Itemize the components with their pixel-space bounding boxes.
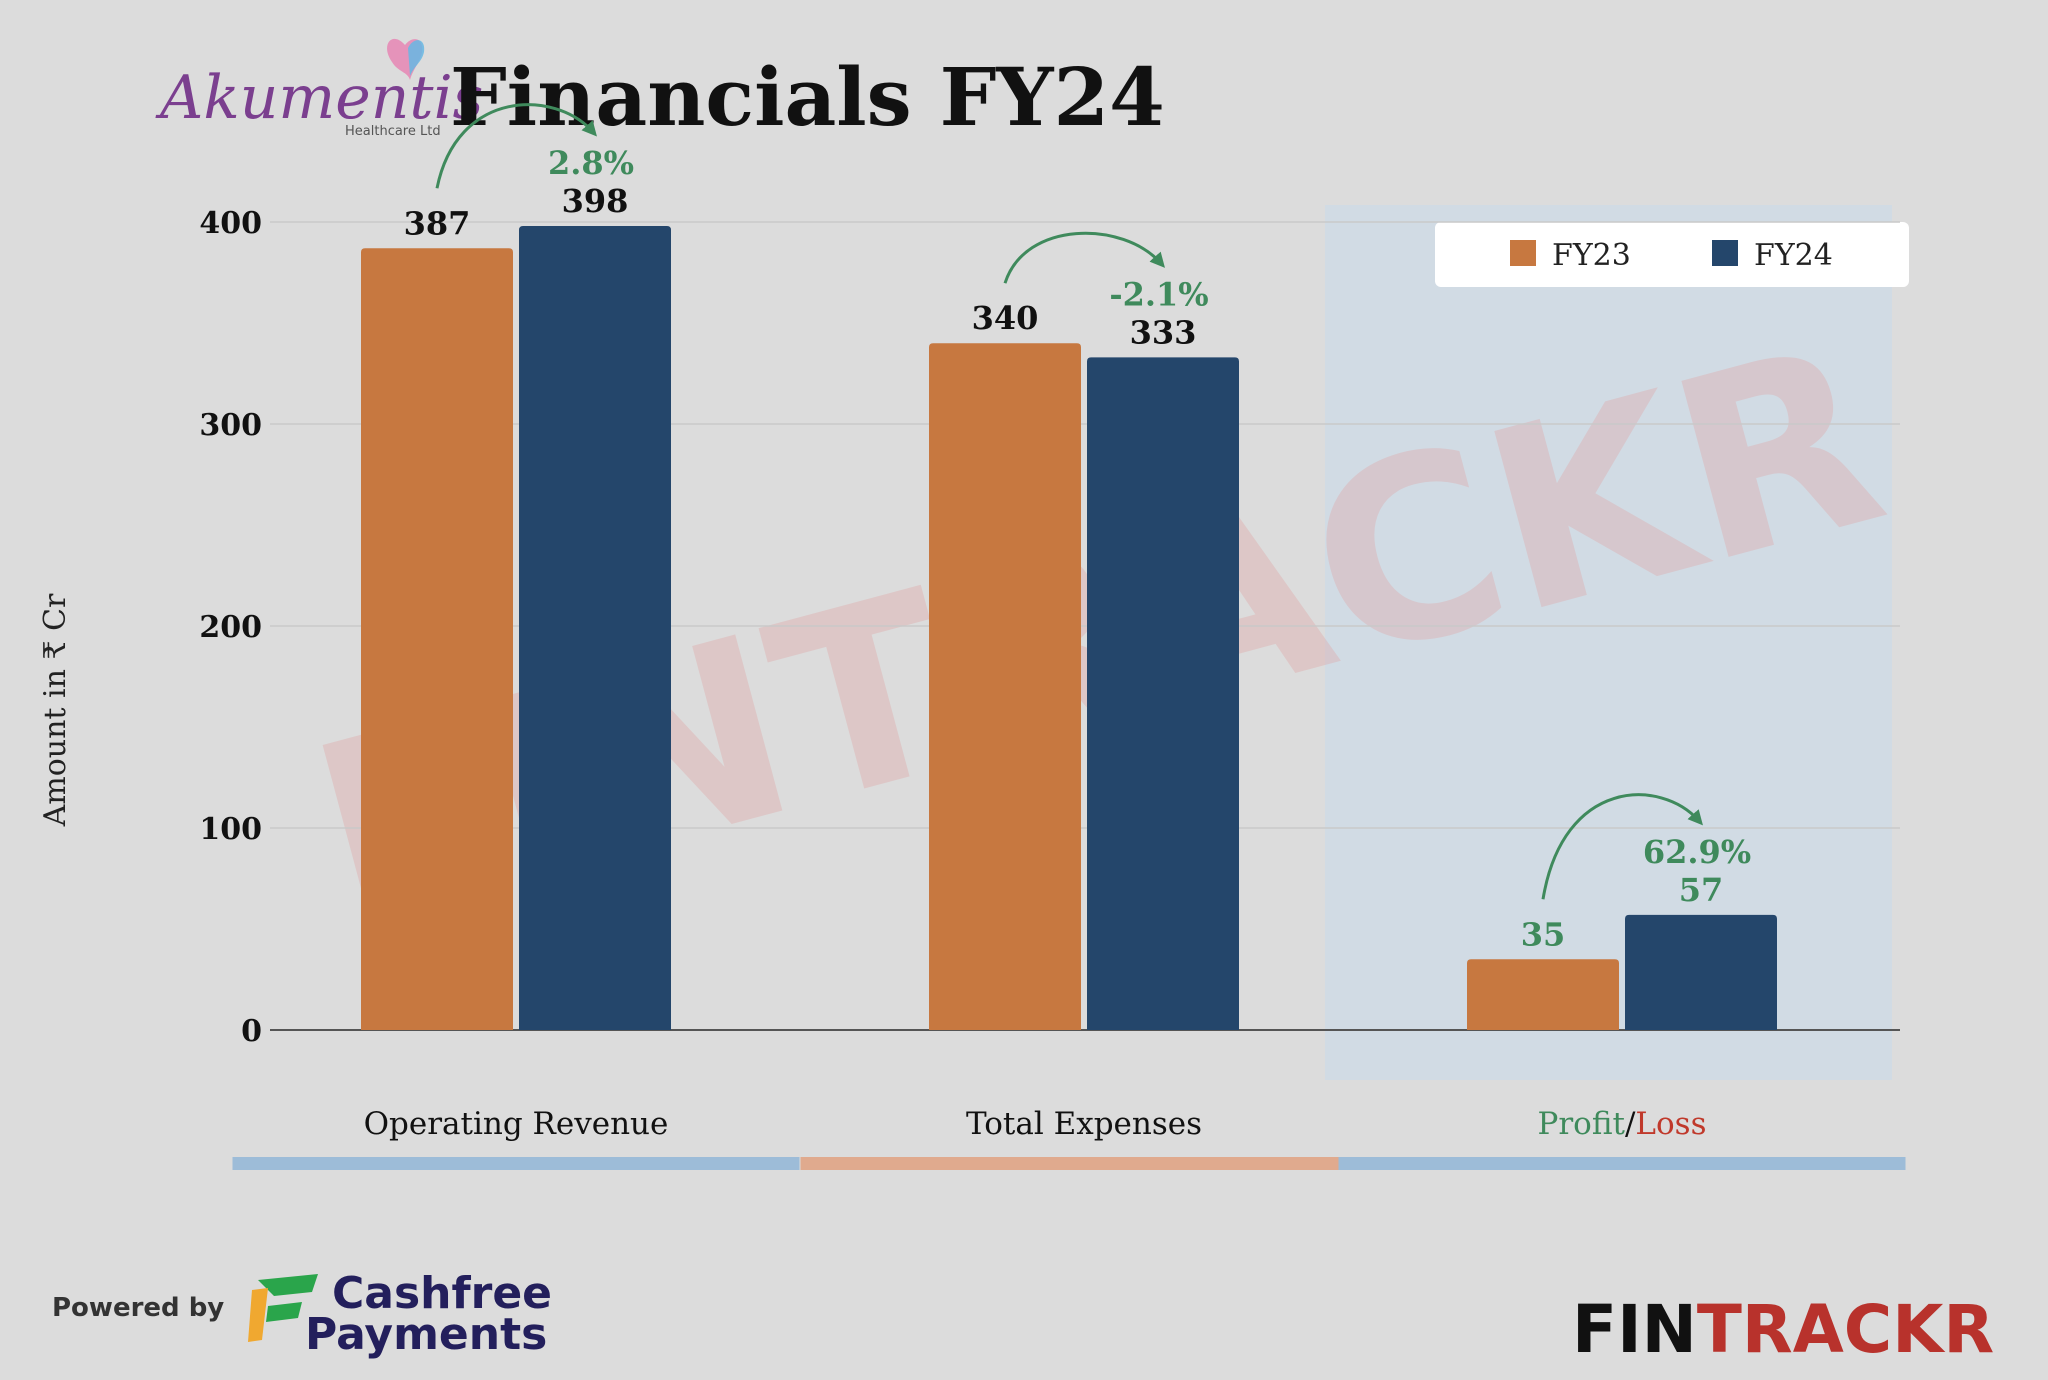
partner-name-line2: Payments [305, 1309, 547, 1360]
legend-label-fy23: FY23 [1552, 238, 1631, 273]
value-label-fy24-0: 398 [562, 182, 629, 220]
change-label-2: 62.9% [1643, 833, 1751, 871]
change-label-1: -2.1% [1109, 275, 1208, 313]
bar-fy24-0 [519, 226, 671, 1031]
profit-loss-highlight-panel [1325, 205, 1892, 1080]
category-labels: Operating Revenue Total Expenses Profit/Lo… [232, 1106, 1906, 1170]
bar-fy23-0 [361, 248, 513, 1030]
category-label-part-1-0: Total Expenses [966, 1106, 1202, 1142]
legend-swatch-fy24 [1712, 240, 1738, 266]
butterfly-wing-icon [408, 40, 425, 76]
value-label-fy23-0: 387 [404, 204, 471, 242]
category-underline-0 [232, 1157, 800, 1170]
brand-logo: FINTRACKR [1572, 1291, 1994, 1368]
category-label-part-2-2: Loss [1635, 1106, 1706, 1142]
logo-name: Akumentis [155, 63, 483, 133]
change-arrow-1 [1003, 231, 1165, 284]
footer: Powered by Cashfree Payments FINTRACKR [52, 1268, 1994, 1368]
logo: Akumentis Healthcare Ltd [155, 38, 483, 139]
y-axis: Amount in ₹ Cr 0 100 200 300 400 [38, 206, 262, 1049]
change-arrow-2 [1541, 793, 1703, 900]
legend-box [1435, 222, 1909, 287]
y-tick-label-400: 400 [199, 206, 262, 241]
partner-name-line1: Cashfree [332, 1268, 552, 1319]
change-annotations: 2.8% -2.1% 62.9% [435, 103, 1751, 900]
change-arrow-0 [435, 103, 597, 189]
bar-fy23-2 [1467, 959, 1619, 1030]
brand-logo-part1: FIN [1572, 1291, 1697, 1368]
legend: FY23 FY24 [1435, 222, 1909, 287]
bars [361, 226, 1777, 1031]
category-underline-2 [1338, 1157, 1906, 1170]
y-tick-label-100: 100 [199, 812, 262, 847]
legend-label-fy24: FY24 [1754, 238, 1833, 273]
logo-subtitle: Healthcare Ltd [345, 124, 441, 139]
value-labels: 387 398 340 333 35 57 [404, 182, 1724, 953]
change-label-0: 2.8% [548, 144, 634, 182]
category-label-2: Profit/Loss [1537, 1106, 1706, 1142]
category-label-1: Total Expenses [966, 1106, 1202, 1142]
value-label-fy24-2: 57 [1679, 871, 1724, 909]
category-underline-1 [800, 1157, 1368, 1170]
bar-fy23-1 [929, 343, 1081, 1030]
y-tick-label-300: 300 [199, 408, 262, 443]
y-tick-label-200: 200 [199, 610, 262, 645]
powered-by-text: Powered by [52, 1293, 224, 1323]
value-label-fy23-2: 35 [1521, 915, 1566, 953]
legend-swatch-fy23 [1510, 240, 1536, 266]
page-title: Financials FY24 [450, 50, 1165, 144]
category-label-part-2-0: Profit [1537, 1106, 1625, 1142]
y-axis-label: Amount in ₹ Cr [38, 593, 73, 827]
bar-fy24-2 [1625, 914, 1777, 1030]
value-label-fy24-1: 333 [1130, 313, 1197, 351]
y-tick-label-0: 0 [241, 1014, 262, 1049]
category-label-part-2-1: / [1625, 1106, 1636, 1142]
category-label-0: Operating Revenue [364, 1106, 669, 1142]
bar-fy24-1 [1087, 357, 1239, 1031]
cashfree-logo-icon [248, 1274, 318, 1342]
value-label-fy23-1: 340 [972, 299, 1039, 337]
header: Akumentis Healthcare Ltd Financials FY24 [155, 38, 1165, 144]
brand-logo-part2: TRACKR [1697, 1291, 1994, 1368]
category-label-part-0-0: Operating Revenue [364, 1106, 669, 1142]
